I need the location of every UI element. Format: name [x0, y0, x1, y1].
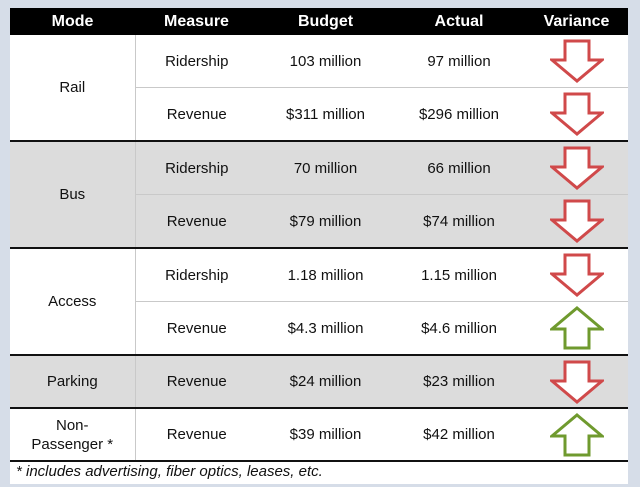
table-row: Revenue $79 million $74 million [10, 194, 628, 249]
down-arrow-icon [549, 39, 604, 83]
table-row: Revenue $311 million $296 million [10, 87, 628, 142]
actual-cell: 97 million [393, 35, 525, 88]
table-row: Non- Passenger * Revenue $39 million $42… [10, 408, 628, 462]
measure-cell: Revenue [135, 408, 258, 462]
down-arrow-shape [549, 199, 604, 243]
down-arrow-icon [549, 92, 604, 136]
variance-cell [525, 194, 628, 249]
down-arrow-icon [549, 199, 604, 243]
measure-cell: Revenue [135, 194, 258, 249]
budget-cell: $39 million [258, 408, 393, 462]
measure-cell: Revenue [135, 355, 258, 409]
mode-parking: Parking [10, 355, 136, 409]
actual-cell: 1.15 million [393, 248, 525, 302]
budget-cell: $311 million [258, 87, 393, 142]
measure-cell: Ridership [135, 141, 258, 195]
table-row: Parking Revenue $24 million $23 million [10, 355, 628, 409]
mode-non-passenger-line1: Non- [55, 416, 89, 434]
budget-cell: $24 million [258, 355, 393, 409]
down-arrow-icon [549, 253, 604, 297]
header-mode: Mode [10, 8, 135, 35]
mode-rail: Rail [10, 35, 136, 142]
down-arrow-shape [549, 360, 604, 404]
measure-cell: Revenue [135, 87, 258, 142]
budget-variance-table: Mode Measure Budget Actual Variance Rail… [10, 8, 628, 462]
header-variance: Variance [525, 8, 628, 35]
header-budget: Budget [258, 8, 393, 35]
table-row: Rail Ridership 103 million 97 million [10, 35, 628, 142]
header-actual: Actual [393, 8, 525, 35]
actual-cell: $23 million [393, 355, 525, 409]
up-arrow-shape [549, 306, 604, 350]
budget-cell: 1.18 million [258, 248, 393, 302]
budget-variance-panel: Mode Measure Budget Actual Variance Rail… [10, 8, 628, 484]
measure-cell: Ridership [135, 248, 258, 302]
table-row: Bus Ridership 70 million 66 million [10, 141, 628, 249]
mode-non-passenger-line2: Passenger * [31, 435, 114, 453]
actual-cell: $74 million [393, 194, 525, 249]
header-measure: Measure [135, 8, 258, 35]
down-arrow-shape [549, 92, 604, 136]
variance-cell [525, 87, 628, 142]
measure-cell: Ridership [135, 35, 258, 88]
down-arrow-shape [549, 146, 604, 190]
actual-cell: $42 million [393, 408, 525, 462]
mode-access: Access [10, 248, 136, 356]
budget-cell: $4.3 million [258, 301, 393, 356]
variance-cell [525, 35, 628, 88]
down-arrow-icon [549, 146, 604, 190]
mode-non-passenger: Non- Passenger * [10, 408, 136, 462]
variance-cell [525, 141, 628, 195]
budget-cell: 103 million [258, 35, 393, 88]
actual-cell: $296 million [393, 87, 525, 142]
variance-cell [525, 355, 628, 409]
budget-cell: $79 million [258, 194, 393, 249]
down-arrow-icon [549, 360, 604, 404]
mode-bus: Bus [10, 141, 136, 249]
down-arrow-shape [549, 39, 604, 83]
budget-cell: 70 million [258, 141, 393, 195]
footnote: * includes advertising, fiber optics, le… [16, 463, 323, 480]
down-arrow-shape [549, 253, 604, 297]
table-header-row: Mode Measure Budget Actual Variance [10, 8, 628, 35]
up-arrow-shape [549, 412, 604, 456]
measure-cell: Revenue [135, 301, 258, 356]
actual-cell: 66 million [393, 141, 525, 195]
up-arrow-icon [549, 306, 604, 350]
actual-cell: $4.6 million [393, 301, 525, 356]
variance-cell [525, 248, 628, 302]
up-arrow-icon [549, 412, 604, 456]
variance-cell [525, 301, 628, 356]
variance-cell [525, 408, 628, 462]
table-row: Access Ridership 1.18 million 1.15 milli… [10, 248, 628, 356]
table-row: Revenue $4.3 million $4.6 million [10, 301, 628, 356]
